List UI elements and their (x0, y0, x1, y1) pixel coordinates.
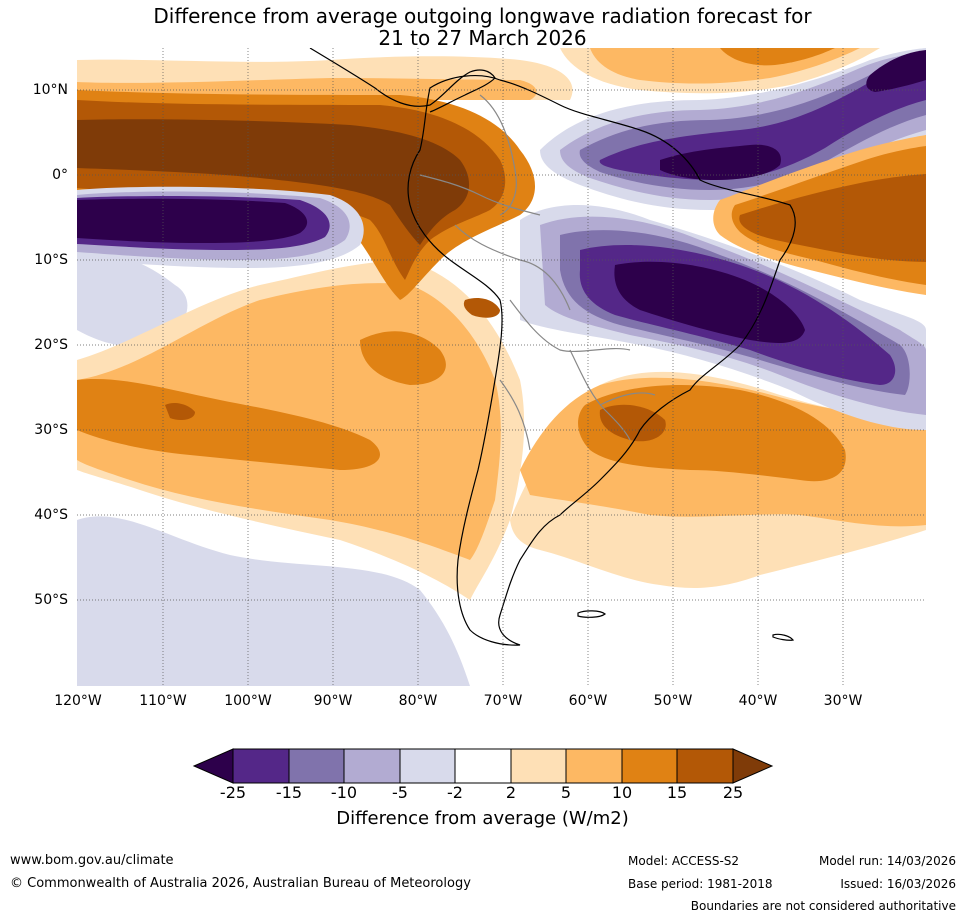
lon-label-110w: 110°W (139, 693, 187, 709)
anomaly-pacific-dark-orange-2 (360, 331, 446, 385)
footer-disclaimer: Boundaries are not considered authoritat… (690, 899, 956, 913)
country-borders (419, 94, 656, 451)
lon-label-50w: 50°W (653, 693, 693, 709)
anomaly-equatorial-darkest-brown (77, 119, 470, 245)
lon-label-40w: 40°W (738, 693, 778, 709)
lon-label-90w: 90°W (313, 693, 353, 709)
lat-label-40s: 40°S (34, 507, 68, 523)
lat-label-30s: 30°S (34, 422, 68, 438)
colorbar-swatch-8 (621, 748, 678, 784)
footer-model-run: Model run: 14/03/2026 (818, 854, 956, 868)
lat-label-20s: 20°S (34, 337, 68, 353)
anomaly-pacific-darkest-purple (77, 198, 308, 243)
anomaly-pacific-dark-orange (77, 379, 380, 470)
lat-label-10s: 10°S (34, 252, 68, 268)
colorbar-swatch-6 (510, 748, 567, 784)
footer-model: Model: ACCESS-S2 (628, 854, 740, 868)
lon-label-70w: 70°W (483, 693, 523, 709)
map-title-line2: 21 to 27 March 2026 (378, 26, 587, 50)
colorbar-tick-label: 25 (722, 783, 744, 802)
lon-label-80w: 80°W (398, 693, 438, 709)
anomaly-brazil-darkest-purple (614, 261, 805, 343)
colorbar-tick-label: 2 (505, 783, 517, 802)
footer-base-period: Base period: 1981-2018 (628, 877, 773, 891)
central-america-coastline (309, 48, 496, 113)
colorbar-swatch-0 (192, 748, 234, 784)
colorbar-tick-label: -10 (330, 783, 358, 802)
lon-label-100w: 100°W (224, 693, 272, 709)
anomaly-east-pacific-lavender (77, 252, 188, 347)
anomaly-south-pacific-lavender (77, 516, 470, 686)
colorbar-swatch-4 (399, 748, 456, 784)
lat-label-0: 0° (52, 167, 68, 183)
colorbar-tick-label: 15 (666, 783, 688, 802)
south-georgia (772, 633, 795, 641)
anomaly-east-atlantic-brown (739, 174, 926, 262)
colorbar-swatch-3 (343, 748, 401, 784)
anomaly-north-atlantic-darkest (660, 144, 781, 180)
colorbar-swatch-7 (565, 748, 623, 784)
anomaly-north-atlantic-purple (599, 58, 926, 180)
colorbar-title: Difference from average (W/m2) (336, 808, 629, 829)
graticule (77, 48, 926, 686)
south-america-coastline (407, 75, 796, 646)
lon-label-30w: 30°W (823, 693, 863, 709)
colorbar-swatch-1 (232, 748, 290, 784)
colorbar-tick-label: -5 (392, 783, 408, 802)
colorbar-tick-label: -15 (275, 783, 303, 802)
map-title-line1: Difference from average outgoing longwav… (153, 4, 812, 28)
lat-label-50s: 50°S (34, 592, 68, 608)
colorbar-swatch-9 (676, 748, 734, 784)
colorbar-tick-label: 5 (560, 783, 572, 802)
footer-copyright: © Commonwealth of Australia 2026, Austra… (10, 876, 471, 891)
lat-label-10n: 10°N (32, 82, 68, 98)
colorbar-tick-label: -2 (447, 783, 463, 802)
colorbar-swatch-2 (288, 748, 345, 784)
colorbar-tick-label: 10 (611, 783, 633, 802)
anomaly-north-atlantic-dark-orange (720, 48, 835, 66)
lon-label-120w: 120°W (54, 693, 102, 709)
colorbar-tick-label: -25 (219, 783, 247, 802)
falkland-islands (577, 610, 606, 618)
anomaly-caribbean-darkest (866, 50, 926, 92)
footer-issued: Issued: 16/03/2026 (840, 877, 956, 891)
anomaly-brown-spot-pacific (165, 402, 195, 420)
colorbar-swatch-10 (732, 748, 774, 784)
lon-label-60w: 60°W (568, 693, 608, 709)
colorbar-swatch-5 (454, 748, 512, 784)
anomaly-atlantic-brown-spot (599, 404, 666, 442)
footer-url[interactable]: www.bom.gov.au/climate (10, 853, 174, 868)
anomaly-andes-brown-spot (463, 298, 500, 318)
